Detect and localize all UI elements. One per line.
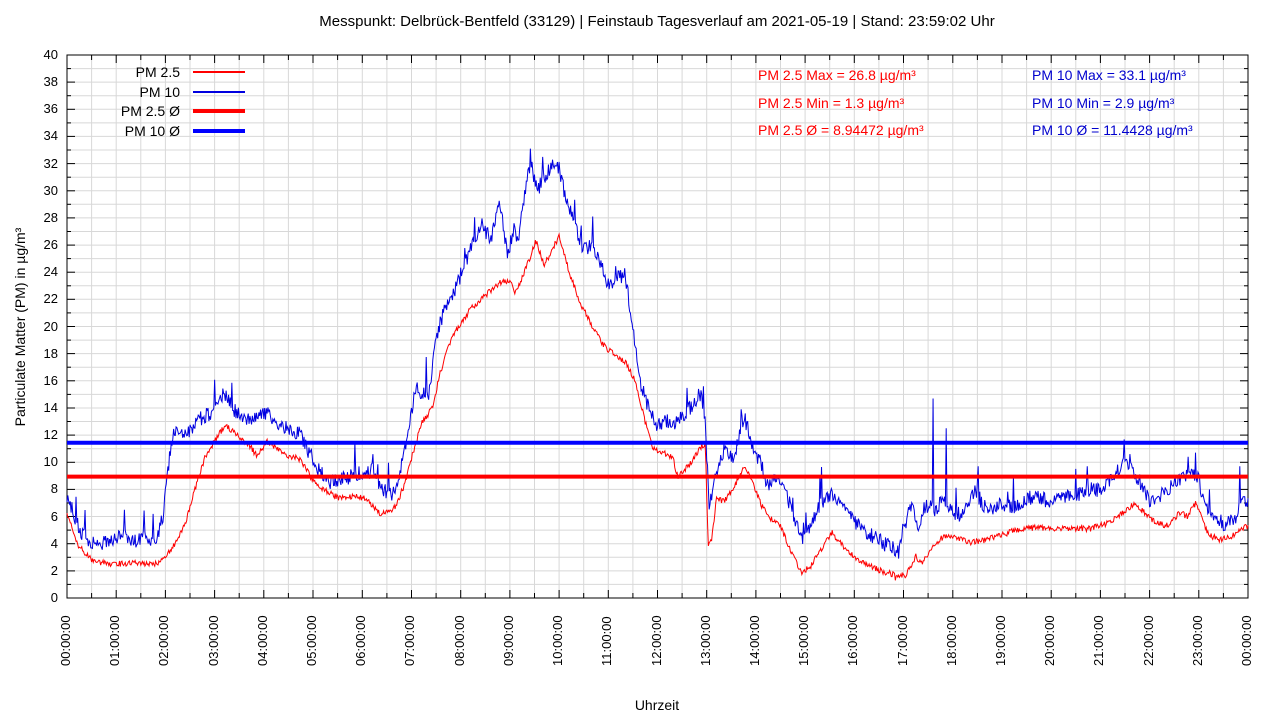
y-tick-label: 38 bbox=[43, 74, 58, 90]
x-tick-label: 06:00:00 bbox=[353, 615, 369, 666]
y-tick-label: 2 bbox=[50, 562, 58, 578]
y-tick-label: 12 bbox=[43, 427, 58, 443]
stat-pm10: PM 10 Max = 33.1 µg/m³ bbox=[1032, 67, 1186, 83]
legend-label: PM 2.5 Ø bbox=[120, 103, 180, 119]
legend-line-sample bbox=[193, 128, 245, 133]
y-tick-label: 6 bbox=[50, 508, 58, 524]
chart-title: Messpunkt: Delbrück-Bentfeld (33129) | F… bbox=[319, 13, 995, 30]
x-tick-label: 08:00:00 bbox=[451, 615, 467, 666]
x-tick-label: 14:00:00 bbox=[746, 615, 762, 666]
y-tick-label: 30 bbox=[43, 182, 58, 198]
x-tick-label: 17:00:00 bbox=[894, 615, 910, 666]
y-tick-label: 16 bbox=[43, 372, 58, 388]
y-tick-label: 40 bbox=[43, 47, 58, 62]
x-tick-label: 07:00:00 bbox=[402, 615, 418, 666]
y-tick-label: 22 bbox=[43, 291, 58, 307]
y-tick-label: 10 bbox=[43, 454, 58, 470]
x-tick-label: 09:00:00 bbox=[500, 615, 516, 666]
x-tick-label: 19:00:00 bbox=[992, 615, 1008, 666]
x-tick-label: 10:00:00 bbox=[550, 615, 566, 666]
stat-pm25: PM 2.5 Min = 1.3 µg/m³ bbox=[758, 94, 905, 111]
y-tick-label: 26 bbox=[43, 237, 58, 253]
legend-label: PM 10 Ø bbox=[124, 122, 180, 139]
x-tick-label: 01:00:00 bbox=[107, 615, 123, 666]
x-axis-label: Uhrzeit bbox=[634, 697, 680, 713]
x-tick-label: 15:00:00 bbox=[796, 615, 812, 666]
y-tick-label: 20 bbox=[43, 318, 58, 334]
y-tick-label: 14 bbox=[43, 399, 58, 415]
stat-pm25: PM 2.5 Ø = 8.94472 µg/m³ bbox=[758, 122, 924, 138]
x-tick-label: 12:00:00 bbox=[648, 615, 664, 666]
x-tick-label: 13:00:00 bbox=[697, 615, 713, 666]
x-tick-label: 05:00:00 bbox=[304, 615, 320, 666]
stat-pm25: PM 2.5 Max = 26.8 µg/m³ bbox=[758, 67, 916, 83]
x-tick-label: 22:00:00 bbox=[1140, 615, 1156, 666]
x-tick-label: 04:00:00 bbox=[254, 615, 270, 666]
y-tick-label: 28 bbox=[43, 209, 58, 225]
legend-label: PM 10 bbox=[139, 83, 180, 100]
legend-line-sample bbox=[193, 109, 245, 113]
stat-pm10: PM 10 Min = 2.9 µg/m³ bbox=[1032, 94, 1175, 111]
x-tick-label: 23:00:00 bbox=[1189, 615, 1205, 666]
y-tick-label: 8 bbox=[50, 481, 58, 497]
legend-line-sample bbox=[193, 71, 245, 73]
x-tick-label: 16:00:00 bbox=[845, 615, 861, 666]
y-tick-label: 24 bbox=[43, 264, 58, 280]
x-tick-label: 03:00:00 bbox=[205, 615, 221, 666]
x-tick-label: 18:00:00 bbox=[943, 615, 959, 666]
y-tick-label: 4 bbox=[50, 535, 58, 551]
x-tick-label: 02:00:00 bbox=[156, 615, 172, 666]
y-tick-label: 32 bbox=[43, 155, 58, 171]
legend-line-sample bbox=[193, 90, 245, 93]
y-tick-label: 18 bbox=[43, 345, 58, 361]
x-tick-label: 11:00:00 bbox=[599, 616, 615, 666]
x-tick-label: 21:00:00 bbox=[1091, 615, 1107, 666]
x-tick-label: 20:00:00 bbox=[1042, 615, 1058, 666]
legend-label: PM 2.5 bbox=[135, 64, 180, 80]
x-tick-label: 00:00:00 bbox=[1239, 615, 1254, 666]
x-tick-label: 00:00:00 bbox=[58, 615, 73, 666]
y-tick-label: 34 bbox=[43, 128, 58, 144]
stat-pm10: PM 10 Ø = 11.4428 µg/m³ bbox=[1032, 122, 1193, 138]
y-tick-label: 36 bbox=[43, 101, 58, 117]
y-tick-label: 0 bbox=[50, 590, 58, 605]
